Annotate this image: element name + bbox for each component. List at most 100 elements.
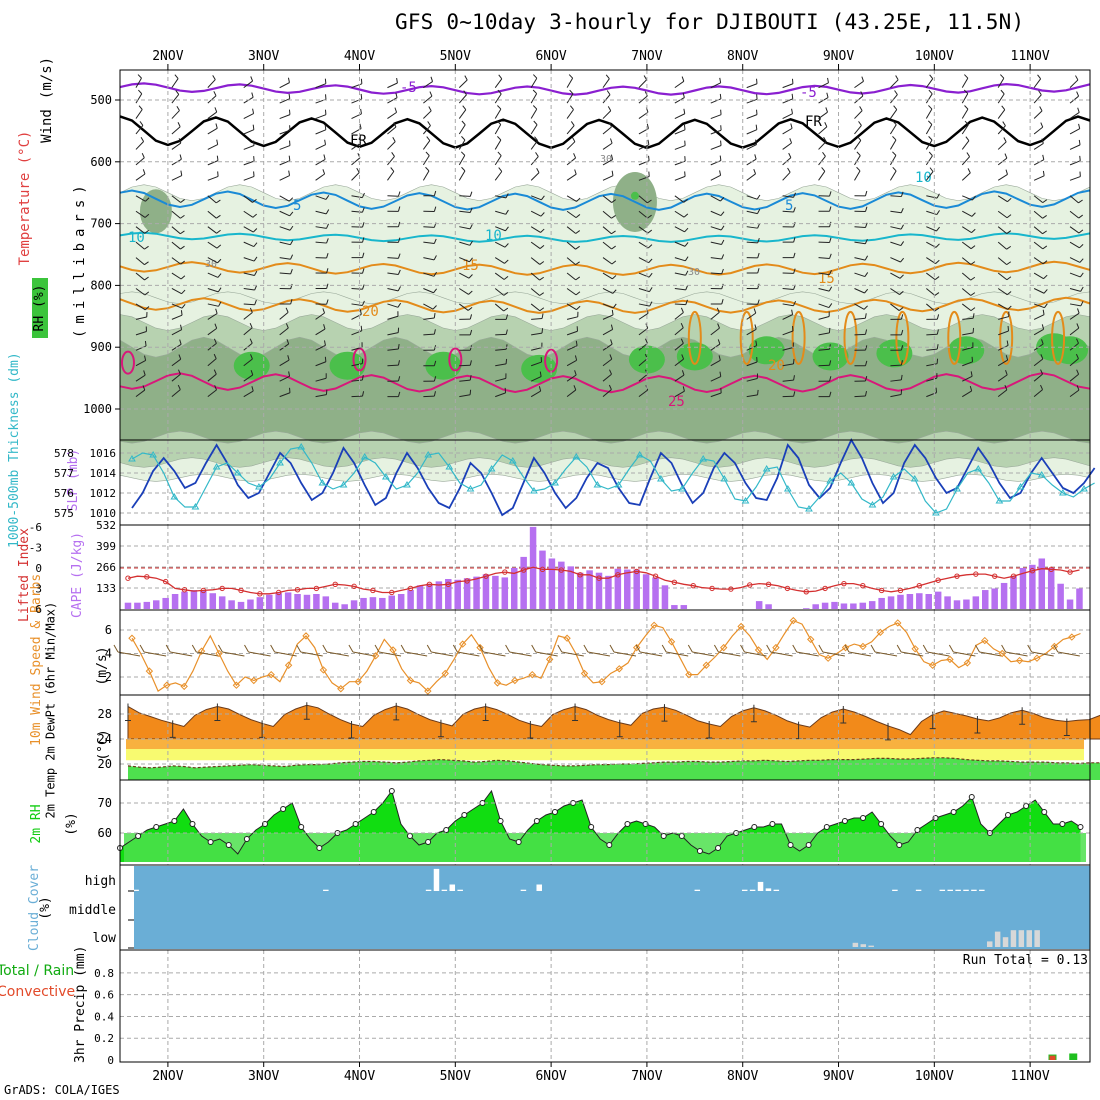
wind-barb-flag: [253, 242, 258, 247]
wind-barb: [315, 377, 327, 382]
wind-barb: [279, 272, 291, 275]
wind-barb-flag: [362, 237, 365, 243]
wind-barb: [818, 170, 826, 181]
cape-bar: [200, 590, 207, 609]
wind-barb: [782, 287, 794, 290]
wind-barb: [494, 108, 502, 119]
top-date-label: 8NOV: [727, 49, 758, 64]
wind-barb: [638, 288, 650, 293]
thickness-marker: [487, 465, 496, 472]
cape-bar: [916, 593, 923, 609]
wind-barb: [782, 303, 794, 307]
surface-wind-barb-flag: [348, 644, 354, 653]
wind-barb: [925, 171, 934, 181]
wind-speed-marker: [772, 643, 780, 652]
cape-bar: [595, 572, 603, 609]
surface-wind-barb-flag: [452, 644, 458, 653]
wind-barb: [638, 342, 648, 351]
wind-barb: [746, 345, 757, 351]
wind-barb: [818, 141, 827, 150]
wind-barb: [387, 288, 399, 292]
wind-barb-flag: [575, 214, 581, 218]
wind-barb-flag: [717, 339, 721, 345]
wind-barb: [423, 81, 433, 89]
precip-tick-label: 0.2: [94, 1032, 114, 1045]
thickness-marker: [191, 503, 200, 510]
wind-barb-flag: [682, 386, 685, 392]
surface-wind-barb: [117, 651, 141, 657]
wind-barb: [530, 288, 540, 296]
wind-barb-flag: [574, 370, 577, 376]
wind-barb: [674, 327, 684, 336]
rh2m-marker: [805, 842, 812, 848]
cape-bar: [840, 603, 848, 609]
wind-barb: [782, 330, 794, 336]
wind-barb: [1069, 389, 1080, 398]
li-marker: [558, 567, 565, 573]
wind-barb-flag: [254, 285, 258, 291]
cloud-low-bar: [1018, 930, 1025, 947]
wind-barb-flag: [289, 240, 294, 245]
wind-barb-flag: [252, 213, 258, 218]
wind-barb-flag: [1078, 214, 1084, 219]
wind-barb-flag: [755, 340, 758, 346]
wind-barb-flag: [253, 256, 258, 262]
wind-barb-flag: [325, 195, 330, 200]
wind-barb: [602, 78, 610, 88]
wind-barb-flag: [505, 226, 509, 232]
wind-barb-flag: [426, 136, 431, 141]
top-date-label: 5NOV: [440, 49, 471, 64]
wind-barb-flag: [900, 241, 905, 246]
cape-bar: [350, 600, 358, 609]
wind-speed-marker: [702, 661, 711, 669]
wind-barb-flag: [970, 292, 976, 296]
cape-bar: [586, 570, 593, 609]
wind-barb: [890, 272, 901, 279]
wind-barb-flag: [432, 305, 437, 310]
wind-barb: [997, 77, 1005, 88]
wind-barb: [351, 346, 363, 351]
surface-wind-barb: [431, 651, 454, 657]
wind-barb: [315, 361, 327, 367]
thickness-marker: [847, 479, 856, 486]
wind-barb: [207, 272, 219, 278]
slp-tick-label: 1016: [90, 447, 117, 460]
wind-barb-flag: [326, 253, 329, 259]
wind-barb-flag: [793, 207, 796, 213]
wind-barb: [243, 175, 255, 181]
cape-bar: [897, 594, 904, 609]
wind-barb: [351, 157, 361, 166]
rh2m-marker: [606, 842, 613, 848]
wind-barb-flag: [360, 325, 363, 331]
wind-barb: [315, 129, 326, 135]
wind-barb: [315, 210, 327, 215]
wind-barb: [171, 303, 183, 309]
li-marker: [671, 579, 678, 585]
wind-barb-flag: [787, 167, 791, 173]
cape-bar: [416, 585, 424, 609]
wind-barb-flag: [539, 276, 544, 281]
wind-barb: [207, 288, 219, 293]
wind-barb-flag: [289, 211, 294, 217]
wind-barb-flag: [180, 324, 183, 330]
wind-barb-flag: [611, 230, 616, 235]
wind-barb-flag: [1002, 121, 1006, 127]
wind-barb-flag: [533, 120, 538, 126]
wind-barb-flag: [717, 323, 720, 329]
wind-barb: [171, 78, 179, 88]
wind-barb-flag: [326, 299, 329, 305]
wind-barb-flag: [212, 75, 216, 80]
wind-barb: [279, 375, 290, 382]
wind-barb: [782, 113, 793, 119]
wind-barb-flag: [828, 303, 833, 308]
surface-wind-barb-flag: [792, 644, 798, 653]
cape-bar: [341, 604, 348, 609]
cape-bar: [228, 600, 235, 609]
wind-barb-flag: [497, 105, 502, 110]
contour-label: 15: [462, 258, 479, 274]
wind-barb-flag: [217, 273, 222, 278]
thickness-marker: [551, 479, 559, 486]
wind-barb-flag: [721, 298, 724, 305]
wind-barb: [818, 332, 830, 336]
rh2m-marker: [696, 848, 703, 854]
